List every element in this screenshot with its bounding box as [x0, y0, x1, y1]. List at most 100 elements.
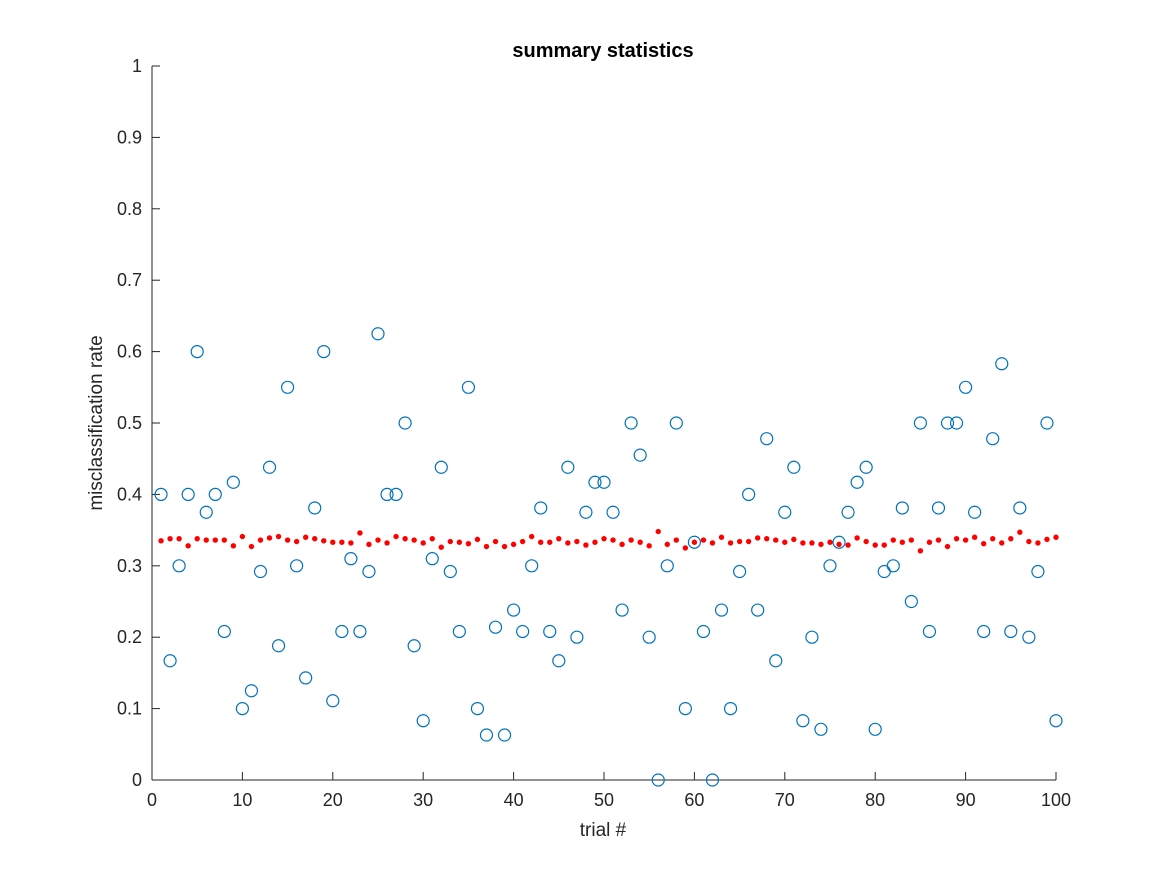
data-point-circle — [751, 603, 765, 617]
data-point-circle — [299, 671, 313, 685]
data-point-dot — [754, 535, 761, 541]
data-point-circle — [986, 432, 1000, 446]
data-point-dot — [791, 536, 797, 543]
x-tick-label: 20 — [323, 790, 343, 810]
data-point-circle — [163, 654, 177, 668]
data-point-circle — [479, 728, 494, 742]
data-point-circle — [931, 501, 946, 515]
data-point-circle — [371, 327, 385, 341]
data-point-dot — [474, 536, 481, 543]
data-point-dot — [908, 537, 915, 543]
data-point-dot — [203, 537, 209, 543]
data-point-dot — [348, 540, 354, 546]
data-point-dot — [583, 542, 589, 548]
data-point-dot — [601, 535, 607, 542]
data-point-circle — [895, 501, 909, 515]
data-point-circle — [977, 624, 991, 639]
data-point-dot — [1008, 535, 1014, 542]
data-point-circle — [344, 552, 358, 566]
data-point-dot — [745, 538, 752, 545]
data-point-dot — [547, 539, 553, 545]
data-point-circle — [669, 416, 683, 430]
x-tick-label: 100 — [1041, 790, 1071, 810]
data-point-circle — [913, 416, 928, 430]
data-point-dot — [935, 537, 942, 543]
data-point-circle — [850, 475, 864, 489]
data-point-circle — [534, 501, 548, 515]
data-point-circle — [461, 380, 475, 394]
data-point-dot — [646, 543, 652, 549]
data-point-dot — [556, 535, 562, 542]
data-point-circle — [380, 487, 394, 501]
data-point-dot — [971, 534, 978, 540]
data-point-circle — [615, 603, 629, 617]
data-point-circle — [362, 564, 376, 579]
data-point-dot — [881, 542, 887, 548]
data-point-dot — [492, 538, 499, 545]
data-point-circle — [696, 624, 711, 639]
data-point-circle — [742, 487, 756, 501]
data-point-dot — [212, 537, 218, 543]
data-point-circle — [407, 639, 421, 653]
data-point-circle — [1040, 416, 1054, 430]
data-point-circle — [841, 505, 855, 519]
data-point-circle — [760, 432, 774, 446]
data-point-circle — [317, 345, 331, 359]
data-point-circle — [678, 701, 692, 716]
data-point-circle — [778, 505, 792, 519]
data-point-dot — [890, 537, 896, 543]
data-point-dot — [718, 534, 725, 540]
data-point-dot — [990, 535, 996, 542]
data-point-circle — [253, 564, 268, 579]
data-point-circle — [714, 603, 729, 617]
data-point-dot — [782, 539, 788, 545]
data-point-dot — [962, 537, 969, 543]
data-point-circle — [705, 773, 720, 787]
data-point-circle — [769, 654, 783, 668]
data-point-circle — [470, 701, 485, 716]
x-axis: 0 10 20 30 40 50 60 70 80 90 100 — [147, 772, 1071, 810]
data-point-circle — [904, 594, 918, 609]
data-point-dot — [194, 535, 200, 542]
y-tick-label: 0.8 — [117, 199, 142, 219]
data-points — [154, 327, 1063, 787]
data-point-circle — [579, 505, 593, 519]
data-point-circle — [1031, 564, 1045, 579]
data-point-circle — [606, 505, 620, 519]
data-point-dot — [565, 540, 571, 546]
y-tick-label: 0 — [132, 770, 142, 790]
data-point-dot — [339, 539, 345, 545]
data-point-dot — [302, 534, 309, 540]
data-point-circle — [516, 624, 530, 639]
data-point-dot — [673, 537, 680, 543]
data-point-dot — [447, 538, 454, 545]
x-tick-label: 70 — [775, 790, 795, 810]
chart-title: summary statistics — [512, 40, 693, 62]
data-point-dot — [402, 535, 408, 542]
data-point-circle — [570, 630, 584, 644]
data-point-circle — [886, 559, 900, 573]
data-point-dot — [456, 539, 463, 545]
data-point-dot — [1017, 529, 1023, 535]
y-tick-label: 0.1 — [117, 699, 142, 719]
data-point-dot — [764, 535, 770, 542]
data-point-dot — [384, 540, 390, 546]
y-axis: 0 0.1 0.2 0.3 0.4 0.5 0.6 0.7 0.8 0.9 1 — [117, 56, 160, 790]
data-point-circle — [190, 345, 204, 359]
data-point-dot — [800, 540, 806, 546]
data-point-circle — [949, 416, 964, 430]
data-point-dot — [628, 537, 634, 543]
data-point-circle — [651, 773, 665, 787]
data-point-dot — [176, 535, 182, 542]
data-point-circle — [633, 448, 647, 462]
data-point-dot — [284, 537, 291, 543]
data-point-circle — [940, 416, 955, 430]
data-point-circle — [353, 624, 367, 639]
data-point-circle — [398, 416, 412, 430]
data-point-circle — [497, 728, 512, 742]
data-point-circle — [181, 487, 195, 501]
data-point-circle — [199, 505, 213, 519]
data-point-dot — [393, 533, 399, 540]
data-point-dot — [375, 537, 381, 543]
